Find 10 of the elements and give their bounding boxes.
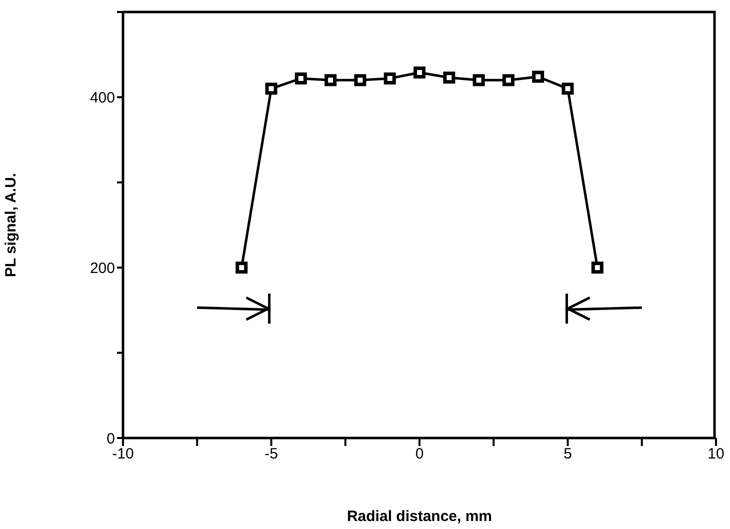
y-tick-label: 0 xyxy=(106,430,115,448)
x-axis-title: Radial distance, mm xyxy=(346,508,492,525)
x-tick-label: 5 xyxy=(564,446,572,463)
y-axis-title: PL signal, A.U. xyxy=(2,172,20,278)
x-tick-label: 0 xyxy=(415,446,424,463)
x-tick-label: 10 xyxy=(708,446,724,463)
x-tick-label: -10 xyxy=(112,446,134,463)
x-tick-label: -5 xyxy=(264,446,278,463)
y-tick-label: 200 xyxy=(90,260,115,277)
y-tick-label: 400 xyxy=(90,90,115,107)
